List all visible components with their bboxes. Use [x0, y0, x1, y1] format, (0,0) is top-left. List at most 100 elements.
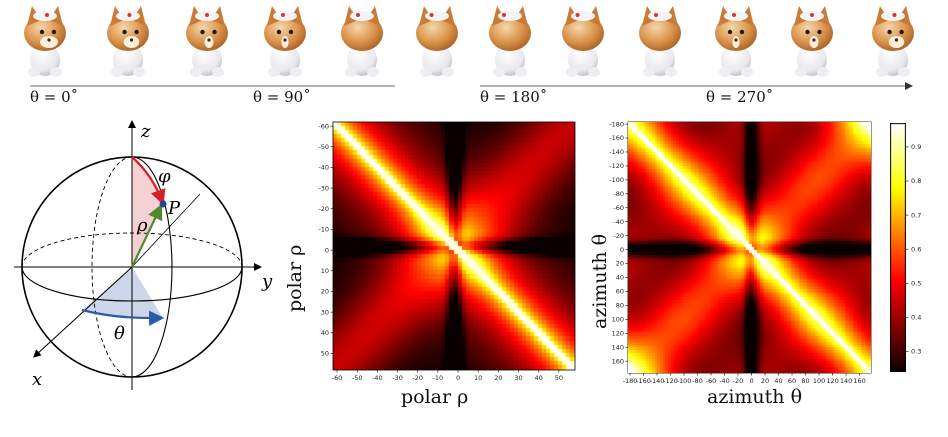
label-y: y [261, 271, 273, 292]
phi-sector [132, 157, 163, 267]
polar-ytick-label: 20 [321, 288, 329, 296]
azimuth-ytick-label: -20 [613, 232, 624, 240]
colorbar-tick-label: 0.9 [911, 143, 921, 151]
polar-xtick-label: -50 [352, 374, 363, 382]
theta-sector [82, 267, 163, 319]
polar-xlabel: polar ρ [401, 386, 469, 408]
azimuth-xtick-label: -40 [719, 377, 730, 385]
azimuth-ytick-label: 80 [616, 302, 624, 310]
view-figure [872, 6, 914, 77]
polar-ytick-label: 50 [321, 350, 329, 358]
view-figure [24, 6, 66, 77]
azimuth-ytick-label: -180 [609, 120, 624, 128]
polar-ytick-label: -20 [318, 205, 329, 213]
label-theta-90: θ = 90˚ [253, 88, 311, 106]
colorbar [890, 123, 906, 372]
sphere-diagram: z y x P φ ρ θ [14, 120, 273, 390]
polar-xtick-label: 0 [456, 374, 460, 382]
label-theta-180: θ = 180˚ [480, 88, 548, 106]
view-figure [791, 6, 833, 77]
azimuth-xtick-label: -100 [677, 377, 692, 385]
polar-ytick-label: -50 [318, 143, 329, 151]
view-figure [416, 6, 458, 77]
polar-xtick-label: 20 [494, 374, 502, 382]
view-figure [341, 6, 383, 77]
polar-heatmap [333, 122, 575, 370]
azimuth-ylabel: azimuth θ [589, 233, 611, 329]
colorbar-tick-label: 0.6 [911, 245, 921, 253]
azimuth-ytick-label: 140 [612, 343, 624, 351]
polar-ytick-label: -40 [318, 164, 329, 172]
polar-ytick-label: 10 [321, 267, 329, 275]
azimuth-ytick-label: 160 [612, 357, 624, 365]
label-theta-270: θ = 270˚ [706, 88, 774, 106]
view-figure [489, 6, 531, 77]
polar-xtick-label: 50 [555, 374, 563, 382]
azimuth-xtick-label: -60 [706, 377, 717, 385]
polar-ytick-label: -60 [318, 122, 329, 130]
colorbar-tick-label: 0.3 [911, 348, 921, 356]
azimuth-ytick-label: 60 [616, 288, 624, 296]
label-rho: ρ [136, 215, 148, 236]
azimuth-ytick-label: -160 [609, 134, 624, 142]
azimuth-xtick-label: -180 [623, 377, 638, 385]
phi-arrow [131, 156, 166, 206]
azimuth-ytick-label: -40 [613, 218, 624, 226]
polar-ytick-label: -10 [318, 226, 329, 234]
theta-arrow [81, 308, 165, 326]
azimuth-xtick-label: -120 [663, 377, 678, 385]
label-theta: θ [114, 323, 125, 344]
polar-ytick-label: -30 [318, 184, 329, 192]
azimuth-ytick-label: 20 [616, 260, 624, 268]
azimuth-ytick-label: -60 [613, 204, 624, 212]
azimuth-ytick-label: -80 [613, 190, 624, 198]
view-figure [107, 6, 149, 77]
azimuth-xtick-label: 140 [840, 377, 852, 385]
colorbar-tick-label: 0.5 [911, 280, 921, 288]
timeline-arrowhead [905, 82, 913, 90]
azimuth-ytick-label: 120 [612, 329, 624, 337]
azimuth-xtick-label: -140 [650, 377, 665, 385]
view-strip [24, 6, 914, 90]
polar-xtick-label: -60 [332, 374, 343, 382]
label-z: z [140, 121, 151, 142]
colorbar-tick-label: 0.7 [911, 211, 921, 219]
label-p: P [167, 198, 181, 219]
colorbar-tick-label: 0.8 [911, 177, 921, 185]
azimuth-xtick-label: 20 [761, 377, 769, 385]
azimuth-ytick-label: 0 [620, 246, 624, 254]
azimuth-ytick-label: -100 [609, 176, 624, 184]
view-figure [562, 6, 604, 77]
polar-xtick-label: 10 [474, 374, 482, 382]
azimuth-xtick-label: 40 [774, 377, 782, 385]
view-figure [186, 6, 228, 77]
azimuth-xtick-label: 160 [853, 377, 865, 385]
azimuth-xtick-label: 0 [749, 377, 753, 385]
polar-xtick-label: -40 [372, 374, 383, 382]
p-ray [131, 193, 201, 268]
label-x: x [32, 369, 42, 390]
polar-xtick-label: -30 [392, 374, 403, 382]
azimuth-ytick-label: 40 [616, 274, 624, 282]
azimuth-ytick-label: -140 [609, 148, 624, 156]
point-p [159, 200, 167, 208]
azimuth-ytick-label: 100 [612, 316, 624, 324]
azimuth-ytick-label: -120 [609, 162, 624, 170]
polar-xtick-label: -20 [412, 374, 423, 382]
polar-frame [332, 121, 576, 371]
azimuth-xtick-label: 80 [801, 377, 809, 385]
view-figure [715, 6, 757, 77]
azimuth-xtick-label: 100 [813, 377, 825, 385]
label-phi: φ [158, 166, 171, 187]
polar-ytick-label: 30 [321, 308, 329, 316]
azimuth-xtick-label: -160 [636, 377, 651, 385]
polar-xtick-label: -10 [433, 374, 444, 382]
polar-xtick-label: 30 [514, 374, 522, 382]
azimuth-xtick-label: 120 [826, 377, 838, 385]
rho-arrow [131, 204, 163, 268]
azimuth-heatmap [628, 122, 871, 373]
polar-ytick-label: 0 [325, 246, 329, 254]
colorbar-tick-label: 0.4 [911, 314, 921, 322]
